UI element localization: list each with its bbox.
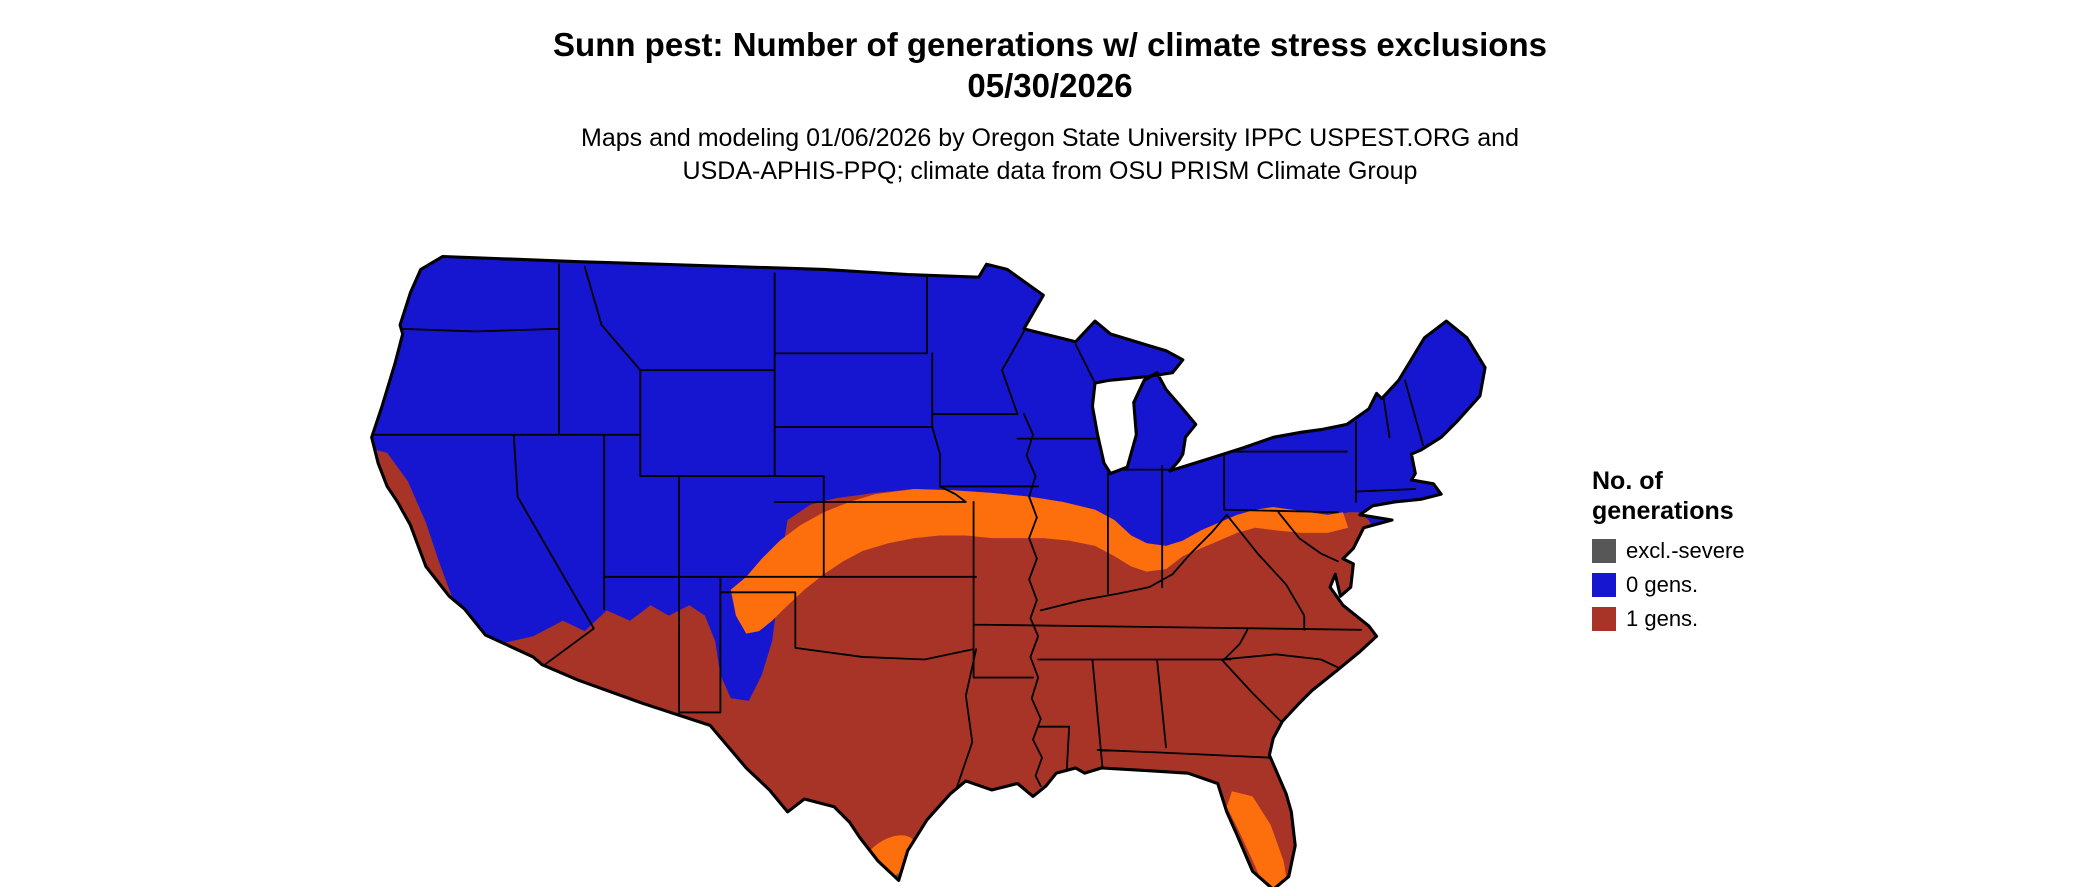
- state-borders: [371, 263, 1424, 793]
- legend-title-line-1: No. of: [1592, 467, 1663, 495]
- subtitle-line-2: USDA-APHIS-PPQ; climate data from OSU PR…: [682, 157, 1418, 185]
- legend-items: excl.-severe 0 gens. 1 gens.: [1592, 538, 1852, 632]
- us-generations-map: [320, 215, 1560, 891]
- legend-title-line-2: generations: [1592, 497, 1734, 525]
- title-block: Sunn pest: Number of generations w/ clim…: [0, 24, 2100, 106]
- map-legend: No. of generations excl.-severe 0 gens. …: [1592, 466, 1852, 640]
- legend-item-1-gens: 1 gens.: [1592, 606, 1852, 632]
- us-outline: [370, 254, 1487, 891]
- subtitle-line-1: Maps and modeling 01/06/2026 by Oregon S…: [581, 124, 1519, 152]
- legend-label-excluded-severe: excl.-severe: [1626, 538, 1745, 563]
- legend-swatch-1-gens: [1592, 607, 1616, 631]
- page-title: Sunn pest: Number of generations w/ clim…: [553, 26, 1547, 63]
- title-date: 05/30/2026: [967, 67, 1133, 104]
- legend-swatch-0-gens: [1592, 573, 1616, 597]
- map-svg: [370, 254, 1487, 891]
- subtitle-block: Maps and modeling 01/06/2026 by Oregon S…: [0, 122, 2100, 188]
- legend-label-0-gens: 0 gens.: [1626, 572, 1699, 597]
- legend-item-0-gens: 0 gens.: [1592, 572, 1852, 598]
- legend-label-1-gens: 1 gens.: [1626, 606, 1699, 631]
- region-transition-band: [730, 489, 1349, 634]
- region-transition-florida: [1226, 791, 1289, 890]
- legend-swatch-excluded-severe: [1592, 539, 1616, 563]
- legend-item-excluded-severe: excl.-severe: [1592, 538, 1852, 564]
